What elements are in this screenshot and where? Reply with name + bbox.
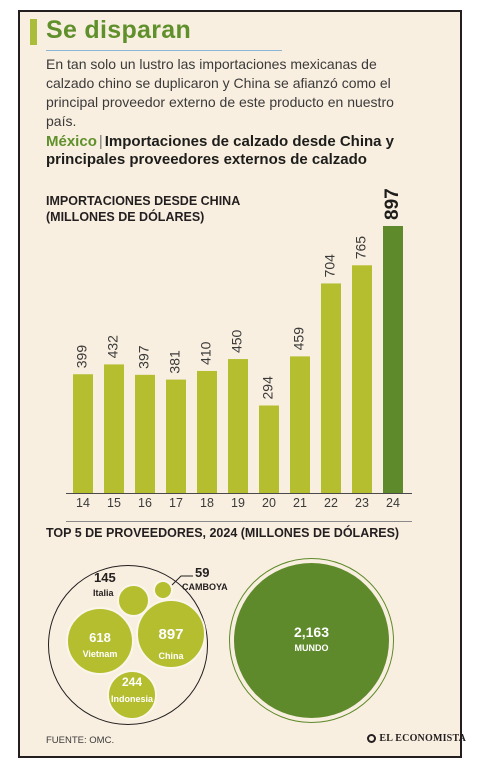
logo-text: EL ECONOMISTA [379,733,466,744]
bubble-china-name: China [158,651,184,661]
bar-value-label: 450 [229,329,245,353]
bar-18 [197,370,217,493]
logo-icon [367,734,377,743]
chart-subtitle: México | Importaciones de calzado desde Ch… [46,133,416,169]
x-tick-label: 22 [324,496,338,510]
x-tick-label: 24 [386,496,400,510]
x-tick-label: 16 [138,496,152,510]
bubble-italia-value: 145 [94,570,116,585]
bar-value-label: 397 [136,345,152,369]
x-tick-label: 20 [262,496,276,510]
bar-value-label: 410 [198,341,214,365]
bar-value-label: 765 [353,236,369,260]
suppliers-outline-circle [48,565,208,725]
page-title: Se disparan [46,16,192,44]
bar-15 [104,364,124,493]
bar-value-label: 459 [291,327,307,351]
bar-value-label: 704 [322,254,338,278]
bubble-camboya [153,580,173,600]
bubble-indonesia-value: 244 [121,675,143,689]
bubble-mundo: 2,163 MUNDO [229,558,394,723]
bar-23 [352,265,372,493]
bubble-camboya-name: CAMBOYA [182,582,228,592]
bubble-china-value: 897 [158,626,184,643]
x-tick-label: 14 [76,496,90,510]
intro-text: En tan solo un lustro las importaciones … [46,56,394,129]
bubble-chart-title: TOP 5 DE PROVEEDORES, 2024 (MILLONES DE … [46,526,400,540]
bubble-vietnam-value: 618 [89,630,111,645]
y-axis-title: IMPORTACIONES DESDE CHINA (MILLONES DE D… [46,194,240,224]
bar-20 [259,405,279,493]
bar-14 [73,374,93,493]
subtitle-separator: | [98,133,103,150]
bubble-mundo-fill [234,563,389,718]
bar-24 [383,226,403,493]
x-tick-label: 19 [231,496,245,510]
source-note: FUENTE: OMC. [46,735,115,746]
bubble-mundo-name: MUNDO [294,643,329,653]
bar-17 [166,379,186,493]
x-tick-label: 21 [293,496,307,510]
bar-22 [321,283,341,493]
bubble-indonesia-name: Indonesia [110,694,153,704]
x-tick-label: 15 [107,496,121,510]
bar-value-label: 399 [74,345,90,369]
bar-value-label: 294 [260,376,276,400]
bar-value-label: 432 [105,335,121,359]
bubble-mundo-value: 2,163 [293,624,330,640]
country-label: México [46,133,97,150]
x-tick-label: 17 [169,496,183,510]
bar-16 [135,374,155,493]
bar-value-label: 381 [167,350,183,374]
bar-19 [228,359,248,493]
bar-21 [290,356,310,493]
bubble-italia-name: Italia [93,588,114,598]
bubble-vietnam: 618 Vietnam [66,607,134,675]
bubble-vietnam-name: Vietnam [82,649,118,659]
publisher-logo: EL ECONOMISTA [367,733,466,744]
title-divider [46,50,282,51]
bubble-indonesia: 244 Indonesia [107,670,157,720]
bar-value-label: 897 [382,188,403,220]
bubble-china: 897 China [136,599,206,669]
title-accent-bar [30,19,37,45]
x-tick-label: 18 [200,496,214,510]
chart-title: Importaciones de calzado desde China y p… [46,133,395,168]
x-tick-label: 23 [355,496,369,510]
bubble-italia [117,584,150,617]
bubble-camboya-value: 59 [195,565,210,580]
